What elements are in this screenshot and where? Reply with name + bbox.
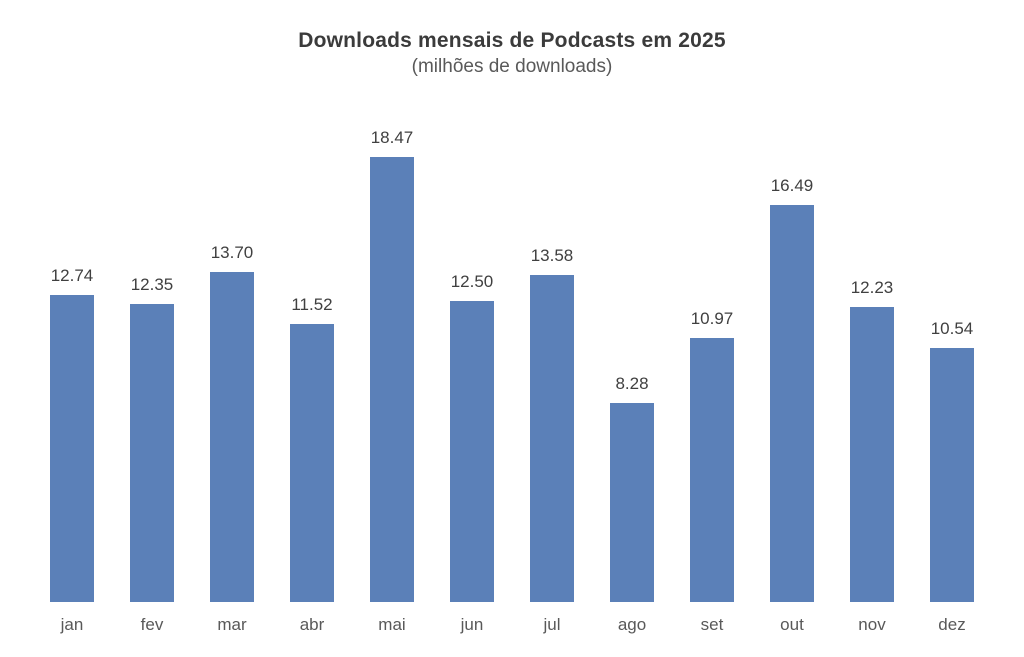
- bar-group: 12.50 jun: [432, 110, 512, 635]
- bar-value-label: 13.70: [210, 243, 254, 262]
- bar-group: 11.52 abr: [272, 110, 352, 635]
- bar: [530, 275, 574, 602]
- bar: [50, 295, 94, 602]
- x-axis-tick-label: jan: [60, 615, 84, 634]
- bar: [210, 272, 254, 602]
- x-axis-tick-label: mai: [378, 615, 406, 634]
- bar: [370, 157, 414, 602]
- bar-group: 8.28 ago: [592, 110, 672, 635]
- bar-group: 13.58 jul: [512, 110, 592, 635]
- bar-group: 12.35 fev: [112, 110, 192, 635]
- bar: [610, 403, 654, 602]
- bar-group: 10.97 set: [672, 110, 752, 635]
- bar-value-label: 12.35: [130, 275, 174, 294]
- bar-value-label: 10.54: [930, 319, 974, 338]
- bar-group: 12.23 nov: [832, 110, 912, 635]
- bar-chart: 12.74 jan 12.35 fev 13.70 mar 11.52 abr 18.47 mai…: [24, 110, 1000, 635]
- x-axis-tick-label: abr: [299, 615, 325, 634]
- chart-subtitle: (milhões de downloads): [411, 56, 613, 77]
- bar-group: 16.49 out: [752, 110, 832, 635]
- bar-column: 12.23: [832, 110, 912, 602]
- bar-value-label: 11.52: [291, 295, 333, 314]
- bar: [770, 205, 814, 602]
- bar: [930, 348, 974, 602]
- bar: [130, 304, 174, 602]
- bar-value-label: 12.23: [850, 278, 894, 297]
- bar-column: 13.70: [192, 110, 272, 602]
- bar: [690, 338, 734, 602]
- bar-value-label: 16.49: [770, 176, 814, 195]
- bar-column: 10.54: [912, 110, 992, 602]
- bar-column: 13.58: [512, 110, 592, 602]
- bar-column: 12.74: [32, 110, 112, 602]
- x-axis-tick-label: nov: [858, 615, 886, 634]
- x-axis-tick-label: out: [780, 615, 804, 634]
- bar-group: 13.70 mar: [192, 110, 272, 635]
- bar-column: 8.28: [592, 110, 672, 602]
- bar: [450, 301, 494, 602]
- x-axis-tick-label: fev: [140, 615, 164, 634]
- bar-column: 10.97: [672, 110, 752, 602]
- bar-value-label: 8.28: [615, 374, 649, 393]
- bar: [850, 307, 894, 602]
- bar-group: 18.47 mai: [352, 110, 432, 635]
- bar-group: 12.74 jan: [32, 110, 112, 635]
- bar-group: 10.54 dez: [912, 110, 992, 635]
- bar-value-label: 10.97: [690, 309, 734, 328]
- bar-value-label: 13.58: [530, 246, 574, 265]
- bar-column: 18.47: [352, 110, 432, 602]
- bar: [290, 324, 334, 602]
- bar-value-label: 12.74: [50, 266, 94, 285]
- x-axis-tick-label: ago: [617, 615, 647, 634]
- x-axis-tick-label: jun: [460, 615, 484, 634]
- bar-column: 12.50: [432, 110, 512, 602]
- bar-column: 16.49: [752, 110, 832, 602]
- x-axis-tick-label: mar: [217, 615, 247, 634]
- bar-column: 11.52: [272, 110, 352, 602]
- bar-value-label: 12.50: [450, 272, 494, 291]
- x-axis-tick-label: jul: [543, 615, 561, 634]
- x-axis-tick-label: dez: [938, 615, 966, 634]
- x-axis-tick-label: set: [700, 615, 724, 634]
- bar-column: 12.35: [112, 110, 192, 602]
- chart-title: Downloads mensais de Podcasts em 2025: [298, 29, 726, 52]
- bar-value-label: 18.47: [370, 128, 414, 147]
